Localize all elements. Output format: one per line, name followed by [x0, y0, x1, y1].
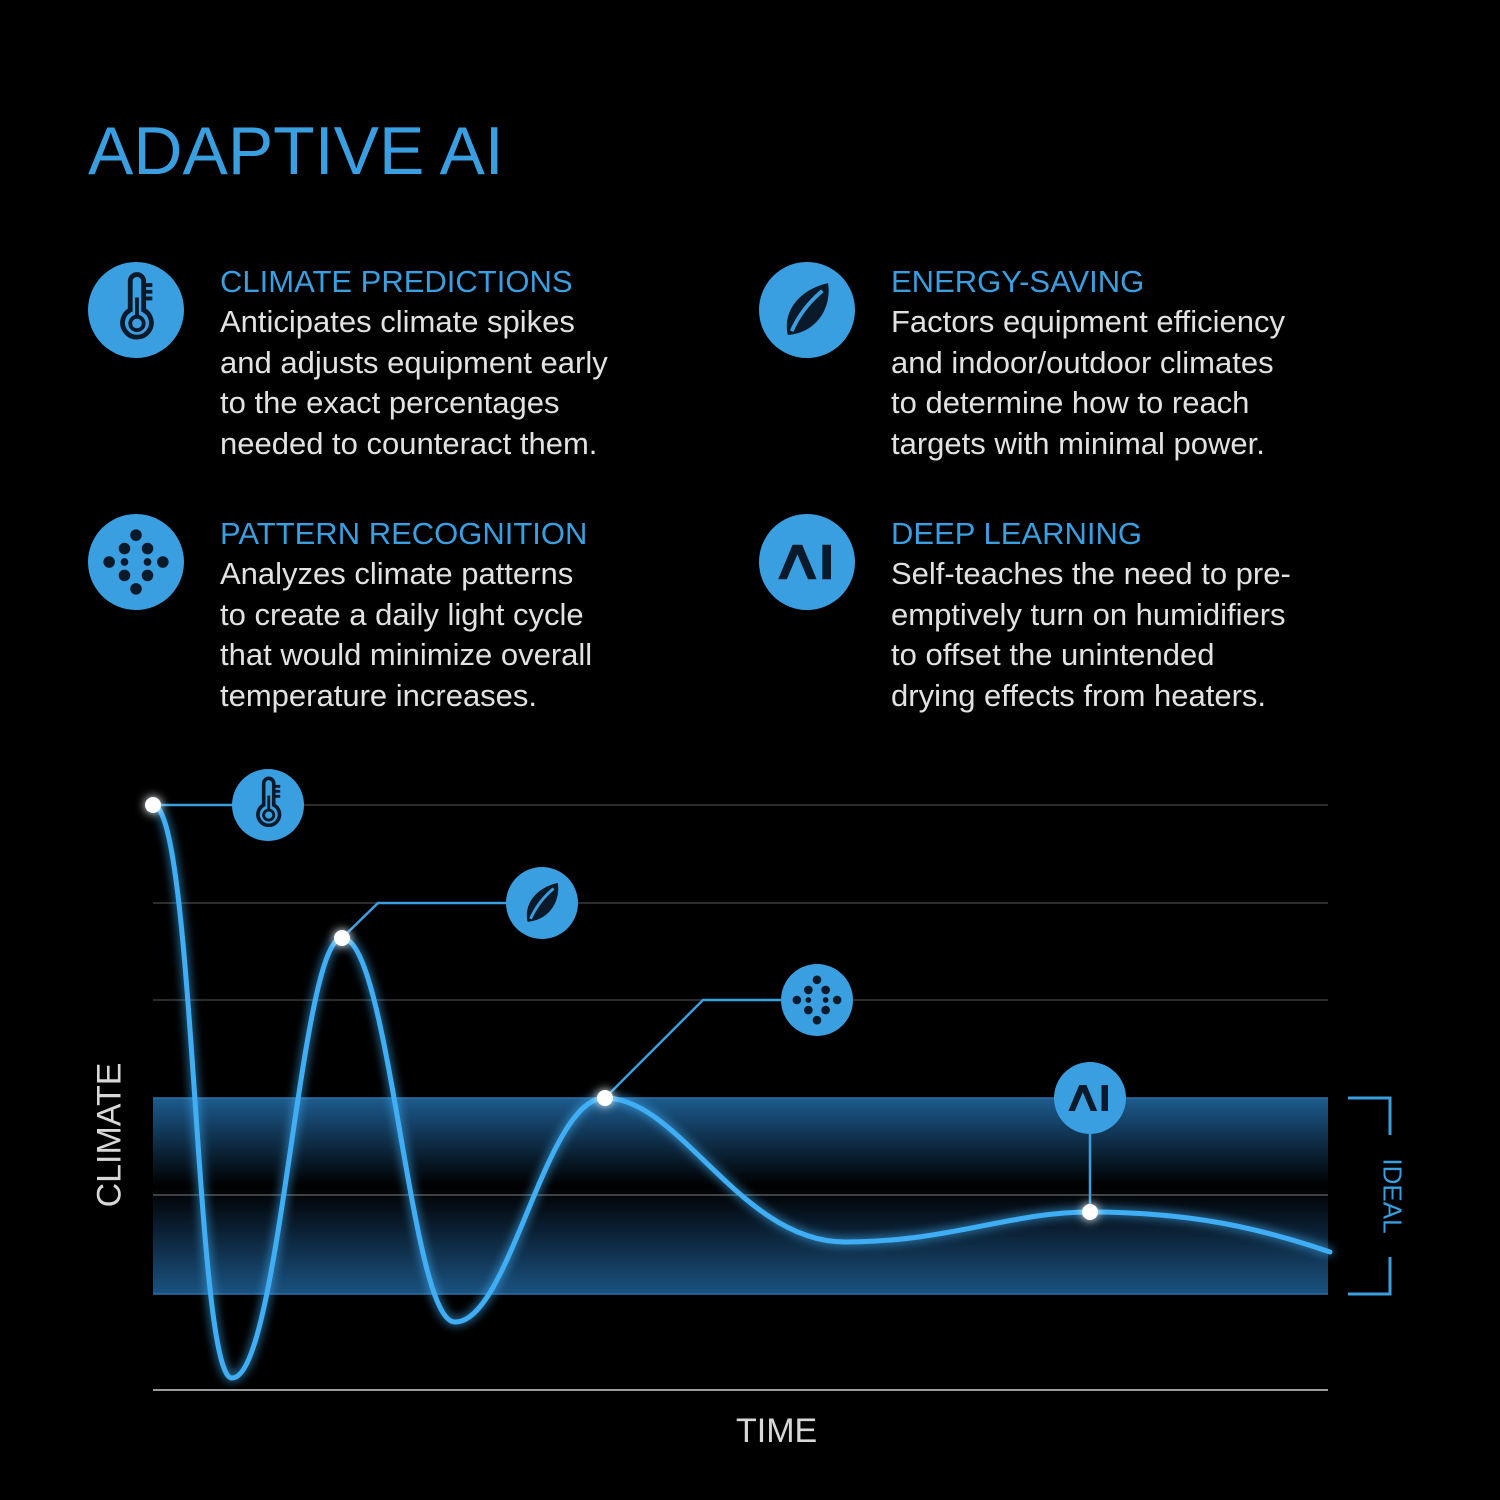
feature-heading: PATTERN RECOGNITION [220, 516, 588, 551]
feature-line: Analyzes climate patterns [220, 556, 574, 591]
feature-line: Anticipates climate spikes [220, 304, 575, 339]
curve-point [334, 930, 350, 946]
page-title: ADAPTIVE AI [88, 113, 504, 189]
feature-line: and indoor/outdoor climates [891, 344, 1274, 380]
pattern-dots-icon [781, 964, 853, 1036]
curve-point [1082, 1204, 1098, 1220]
feature-line: temperature increases. [220, 677, 538, 713]
feature-line: to offset the unintended [891, 637, 1215, 672]
feature-line: to create a daily light cycle [220, 596, 584, 632]
x-axis-label: TIME [736, 1412, 818, 1450]
feature-heading: ENERGY-SAVING [891, 264, 1145, 299]
thermometer-icon [232, 769, 304, 841]
curve-point [597, 1090, 613, 1106]
ai-icon [1054, 1062, 1126, 1134]
feature-line: needed to counteract them. [220, 425, 598, 461]
curve-point [145, 797, 161, 813]
feature-line: and adjusts equipment early [220, 344, 608, 380]
feature-heading: CLIMATE PREDICTIONS [220, 264, 573, 299]
feature-line: to the exact percentages [220, 385, 560, 420]
leaf-icon [506, 867, 578, 939]
climate-curve [150, 802, 1333, 1381]
marker-connectors [153, 803, 1092, 1212]
feature-line: that would minimize overall [220, 637, 593, 672]
feature-line: Factors equipment efficiency [891, 304, 1286, 339]
curve-points [145, 797, 1098, 1220]
feature-line: drying effects from heaters. [891, 677, 1267, 713]
feature-line: emptively turn on humidifiers [891, 596, 1286, 632]
ideal-bracket [1348, 1096, 1392, 1296]
feature-line: targets with minimal power. [891, 425, 1265, 461]
feature-line: Self-teaches the need to pre- [891, 556, 1291, 591]
feature-heading: DEEP LEARNING [891, 516, 1142, 551]
feature-line: to determine how to reach [891, 385, 1250, 420]
y-axis-label: CLIMATE [90, 1062, 129, 1208]
ideal-label: IDEAL [1377, 1158, 1408, 1234]
